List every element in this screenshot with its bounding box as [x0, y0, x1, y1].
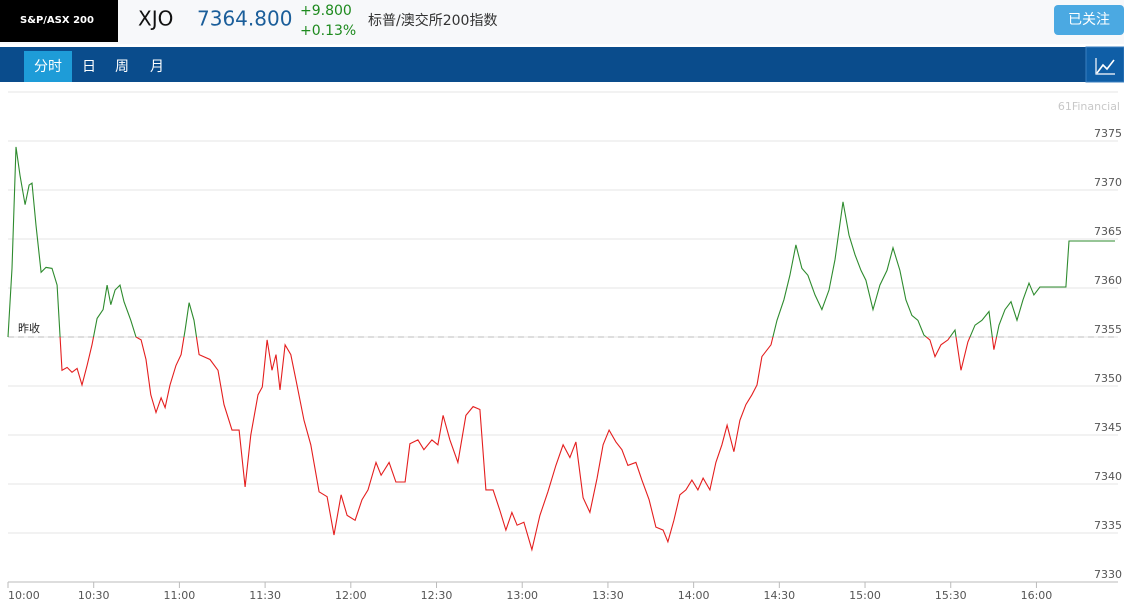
y-tick-label: 7345: [1094, 421, 1122, 434]
chart-tool-icon[interactable]: [1096, 59, 1115, 74]
x-tick-label: 15:00: [849, 589, 881, 602]
x-tick-label: 12:30: [421, 589, 453, 602]
y-tick-label: 7365: [1094, 225, 1122, 238]
y-tick-label: 7350: [1094, 372, 1122, 385]
symbol: XJO: [138, 7, 173, 31]
x-tick-label: 12:00: [335, 589, 367, 602]
watermark: 61Financial: [1058, 100, 1120, 113]
y-tick-label: 7335: [1094, 519, 1122, 532]
x-tick-label: 11:00: [164, 589, 196, 602]
tab[interactable]: 日: [82, 59, 96, 75]
header-bar: [0, 0, 1124, 44]
change: +9.800: [300, 3, 352, 19]
tab[interactable]: 月: [150, 59, 164, 75]
y-tick-label: 7375: [1094, 127, 1122, 140]
y-tick-label: 7330: [1094, 568, 1122, 581]
x-tick-label: 10:30: [78, 589, 110, 602]
x-tick-label: 13:00: [506, 589, 538, 602]
follow-button-label[interactable]: 已关注: [1068, 12, 1110, 28]
x-tick-label: 11:30: [249, 589, 281, 602]
x-tick-label: 13:30: [592, 589, 624, 602]
x-tick-label: 15:30: [935, 589, 967, 602]
logo: S&P/ASX 200: [20, 15, 94, 26]
logo-box: [0, 0, 118, 42]
follow-button[interactable]: [1054, 5, 1124, 35]
y-tick-label: 7355: [1094, 323, 1122, 336]
y-tick-label: 7340: [1094, 470, 1122, 483]
x-tick-label: 16:00: [1021, 589, 1053, 602]
index-name: 标普/澳交所200指数: [368, 12, 497, 29]
tab[interactable]: 分时: [34, 59, 62, 75]
y-tick-label: 7360: [1094, 274, 1122, 287]
tab[interactable]: 周: [115, 59, 129, 75]
x-tick-label: 10:00: [8, 589, 40, 602]
y-tick-label: 7370: [1094, 176, 1122, 189]
x-tick-label: 14:30: [763, 589, 795, 602]
chart-tool-button[interactable]: [1085, 46, 1124, 83]
toolbar: [0, 47, 1124, 82]
chart-tool-icon-axis: [1095, 58, 1115, 75]
active-tab-bg: [24, 51, 72, 82]
reference-label: 昨收: [18, 321, 40, 335]
price: 7364.800: [197, 7, 292, 31]
price-line: [7, 146, 1115, 552]
change-pct: +0.13%: [300, 23, 356, 39]
x-tick-label: 14:00: [678, 589, 710, 602]
